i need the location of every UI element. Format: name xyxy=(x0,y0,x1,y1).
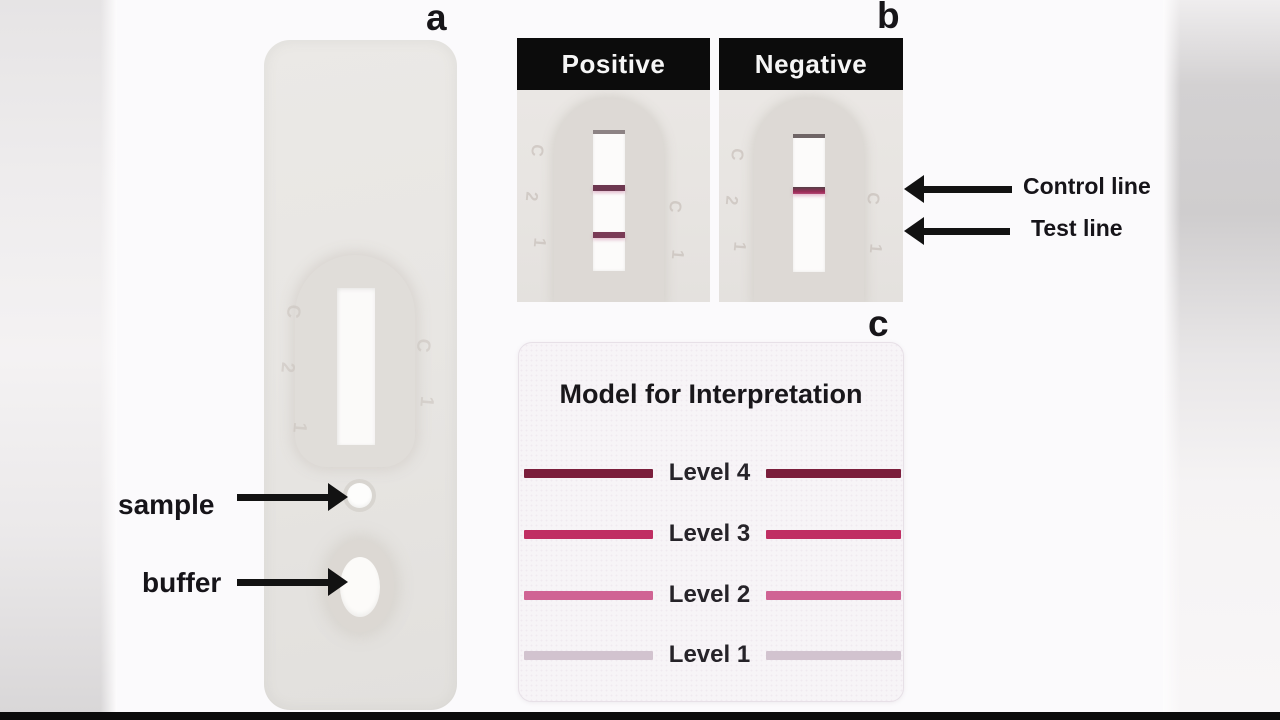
positive-result-card: Positive C 2 1 C 1 xyxy=(517,38,710,302)
level-4-bar-left xyxy=(524,468,653,478)
positive-title: Positive xyxy=(561,48,666,79)
cassette-emboss-mark: C xyxy=(281,303,304,320)
negative-header: Negative xyxy=(719,38,903,90)
level-row: Level 4 xyxy=(524,459,901,486)
level-4-bar-right xyxy=(766,468,901,478)
left-gradient-strip xyxy=(0,0,117,712)
sample-well xyxy=(347,483,372,508)
cassette-emboss-mark: 2 xyxy=(276,361,299,374)
level-2-bar-left xyxy=(524,590,653,600)
negative-control-line xyxy=(793,187,825,194)
level-3-label: Level 3 xyxy=(668,520,751,547)
level-2-label: Level 2 xyxy=(668,581,751,608)
panel-b-label: b xyxy=(877,0,900,36)
level-1-bar-left xyxy=(524,650,653,660)
level-row: Level 2 xyxy=(524,581,901,608)
level-1-label: Level 1 xyxy=(668,641,751,668)
photo-emboss-mark: C xyxy=(863,191,884,206)
strip-top-edge xyxy=(793,134,825,138)
level-2-bar-right xyxy=(766,590,901,600)
photo-emboss-mark: 1 xyxy=(667,248,688,261)
sample-label: sample xyxy=(118,489,215,520)
panel-c-label: c xyxy=(868,303,889,344)
interpretation-model-panel: Model for Interpretation Level 4 Level 3… xyxy=(518,342,904,702)
buffer-label: buffer xyxy=(142,567,222,598)
cassette-emboss-mark: C xyxy=(411,337,434,354)
positive-control-line xyxy=(593,185,625,191)
test-cassette: C 2 1 C 1 xyxy=(264,40,457,710)
test-line-label: Test line xyxy=(1031,215,1123,241)
cassette-result-window xyxy=(337,288,375,445)
photo-emboss-mark: 1 xyxy=(529,236,550,249)
photo-emboss-mark: C xyxy=(527,143,548,158)
photo-emboss-mark: 1 xyxy=(865,242,886,255)
cassette-emboss-mark: 1 xyxy=(288,421,311,434)
cassette-emboss-mark: 1 xyxy=(415,395,438,408)
right-gradient-strip xyxy=(1163,0,1280,712)
photo-emboss-mark: 2 xyxy=(721,194,742,207)
negative-title: Negative xyxy=(754,48,868,79)
panel-a-label: a xyxy=(426,0,447,38)
negative-photo: C 2 1 C 1 xyxy=(719,90,903,302)
positive-header: Positive xyxy=(517,38,710,90)
photo-emboss-mark: C xyxy=(727,147,748,162)
level-3-bar-right xyxy=(766,529,901,539)
photo-emboss-mark: C xyxy=(665,199,686,214)
positive-test-line xyxy=(593,232,625,238)
negative-strip-window xyxy=(793,134,825,272)
level-row: Level 3 xyxy=(524,520,901,547)
control-line-label: Control line xyxy=(1023,173,1151,199)
strip-top-edge xyxy=(593,130,625,134)
level-3-bar-left xyxy=(524,529,653,539)
photo-emboss-mark: 1 xyxy=(729,240,750,253)
level-4-label: Level 4 xyxy=(668,459,751,486)
negative-result-card: Negative C 2 1 C 1 xyxy=(719,38,903,302)
photo-emboss-mark: 2 xyxy=(521,190,542,203)
positive-photo: C 2 1 C 1 xyxy=(517,90,710,302)
level-1-bar-right xyxy=(766,650,901,660)
positive-strip-window xyxy=(593,130,625,271)
interpretation-model-title: Model for Interpretation xyxy=(559,379,863,409)
level-row: Level 1 xyxy=(524,641,901,668)
bottom-black-bar xyxy=(0,712,1280,720)
